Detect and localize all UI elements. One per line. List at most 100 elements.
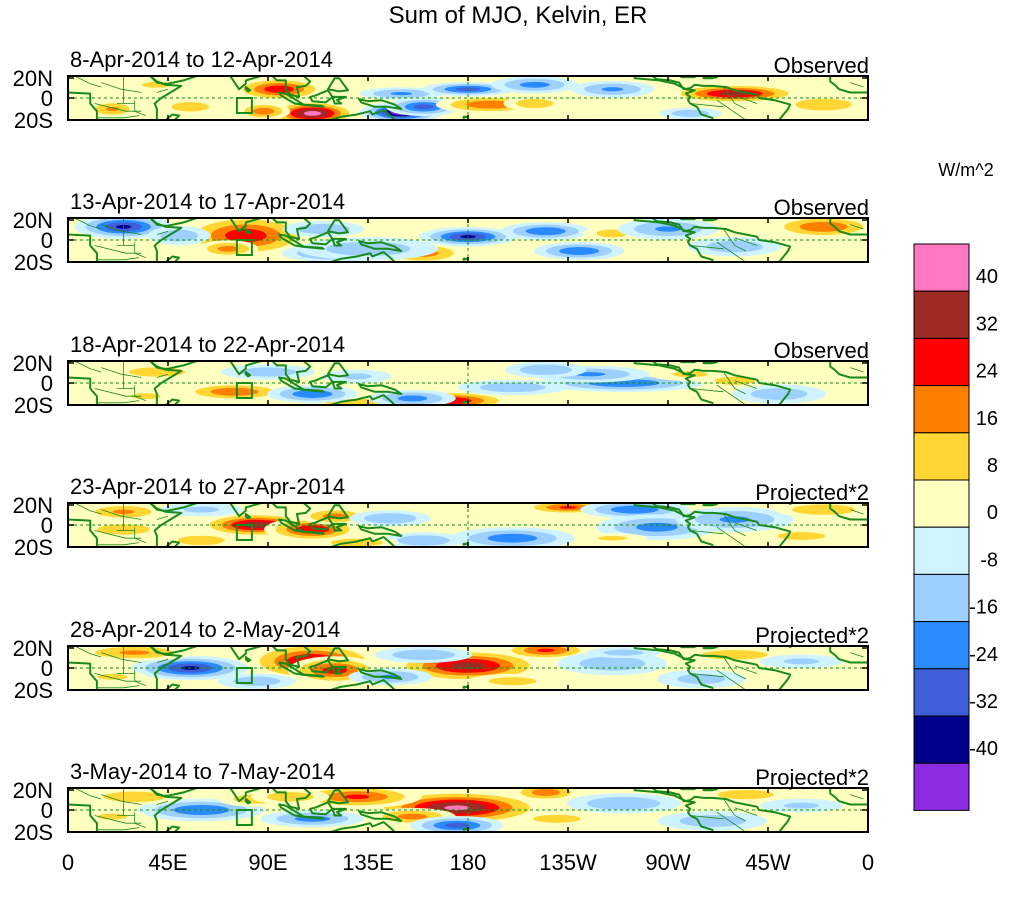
country-border bbox=[96, 827, 140, 831]
anomaly-blob bbox=[349, 510, 431, 527]
coastline bbox=[278, 233, 305, 248]
contour-level bbox=[636, 522, 678, 532]
colorbar-label: 16 bbox=[976, 408, 998, 430]
contour-level bbox=[750, 388, 808, 400]
x-axis: 0 45E 90E 135E 180 135W 90W 45W 0 bbox=[62, 850, 874, 875]
coastline bbox=[702, 218, 718, 222]
colorbar-label: 8 bbox=[987, 455, 998, 477]
coastline bbox=[271, 503, 312, 525]
anomaly-blob bbox=[512, 811, 602, 827]
country-border bbox=[734, 807, 758, 816]
contour-level bbox=[413, 104, 434, 110]
anomaly-blob bbox=[500, 222, 592, 241]
contour-level bbox=[397, 813, 428, 820]
anomaly-blob bbox=[236, 102, 291, 120]
country-border bbox=[716, 99, 747, 120]
contour-level bbox=[392, 649, 455, 660]
anomaly-blob bbox=[374, 646, 473, 663]
coastline bbox=[702, 76, 718, 80]
country-border bbox=[96, 685, 140, 689]
contour-level bbox=[487, 533, 538, 543]
anomaly-blob bbox=[756, 528, 846, 544]
coastline bbox=[462, 685, 469, 689]
coastline bbox=[271, 788, 312, 810]
colorbar-swatch bbox=[913, 573, 970, 623]
contour-level bbox=[390, 91, 413, 96]
x-tick-label: 135W bbox=[539, 850, 597, 875]
coastline bbox=[164, 398, 181, 405]
coastline bbox=[278, 91, 305, 106]
chart-title: Sum of MJO, Kelvin, ER bbox=[389, 2, 648, 29]
anomaly-blob bbox=[491, 76, 578, 94]
contour-level bbox=[330, 538, 384, 547]
anomaly-blob bbox=[759, 798, 843, 813]
colorbar-swatch bbox=[913, 337, 970, 387]
contour-level bbox=[342, 373, 372, 380]
coastline bbox=[633, 503, 792, 547]
contour-level bbox=[559, 247, 600, 255]
index-box bbox=[235, 524, 253, 541]
x-tick-label: 0 bbox=[62, 850, 74, 875]
country-border bbox=[723, 798, 746, 822]
colorbar-swatch bbox=[913, 385, 970, 434]
contour-level bbox=[677, 674, 726, 684]
anomaly-blob bbox=[197, 240, 259, 258]
country-border bbox=[96, 257, 140, 261]
country-border bbox=[74, 503, 102, 515]
contour-level bbox=[224, 228, 267, 243]
anomaly-blob bbox=[251, 789, 330, 805]
contour-level bbox=[233, 676, 281, 686]
contour-level bbox=[444, 805, 470, 811]
y-tick-label: 20N bbox=[13, 351, 53, 376]
y-tick-label: 20S bbox=[14, 108, 53, 133]
contour-level bbox=[105, 106, 119, 112]
country-border bbox=[101, 367, 142, 378]
country-border bbox=[156, 515, 169, 520]
contour-level bbox=[515, 98, 554, 109]
colorbar-swatch bbox=[913, 715, 970, 764]
anomaly-blob bbox=[505, 361, 587, 378]
coastline bbox=[327, 362, 349, 378]
country-border bbox=[94, 530, 142, 539]
coastline bbox=[702, 788, 718, 792]
contour-level bbox=[252, 107, 275, 115]
country-border bbox=[690, 103, 724, 108]
country-border bbox=[716, 811, 747, 832]
contour-level bbox=[531, 788, 560, 796]
coastline bbox=[244, 798, 252, 805]
contour-level bbox=[795, 98, 852, 111]
country-border bbox=[690, 530, 724, 535]
country-border bbox=[734, 380, 758, 389]
country-border bbox=[94, 388, 142, 397]
country-border bbox=[96, 400, 140, 404]
coastline bbox=[702, 503, 718, 507]
country-border bbox=[74, 76, 102, 88]
coastline bbox=[327, 647, 349, 663]
contour-level bbox=[525, 227, 566, 236]
coastline bbox=[278, 518, 305, 533]
coastline bbox=[164, 113, 181, 120]
country-border bbox=[850, 82, 864, 88]
colorbar-label: 24 bbox=[976, 361, 998, 383]
country-border bbox=[101, 224, 142, 235]
coastline bbox=[358, 525, 403, 537]
country-border bbox=[690, 245, 724, 250]
colorbar-swatch bbox=[913, 668, 970, 717]
contour-level bbox=[171, 102, 210, 112]
country-border bbox=[723, 86, 746, 110]
anomaly-blob bbox=[657, 811, 768, 831]
coastline bbox=[633, 218, 792, 262]
country-border bbox=[723, 228, 746, 252]
coastline bbox=[244, 371, 252, 378]
contour-level bbox=[97, 813, 128, 820]
colorbar-swatch bbox=[913, 762, 970, 811]
country-border bbox=[94, 103, 142, 112]
contour-level bbox=[364, 513, 417, 524]
index-box bbox=[235, 97, 253, 114]
country-border bbox=[723, 656, 746, 680]
index-box bbox=[235, 809, 253, 826]
